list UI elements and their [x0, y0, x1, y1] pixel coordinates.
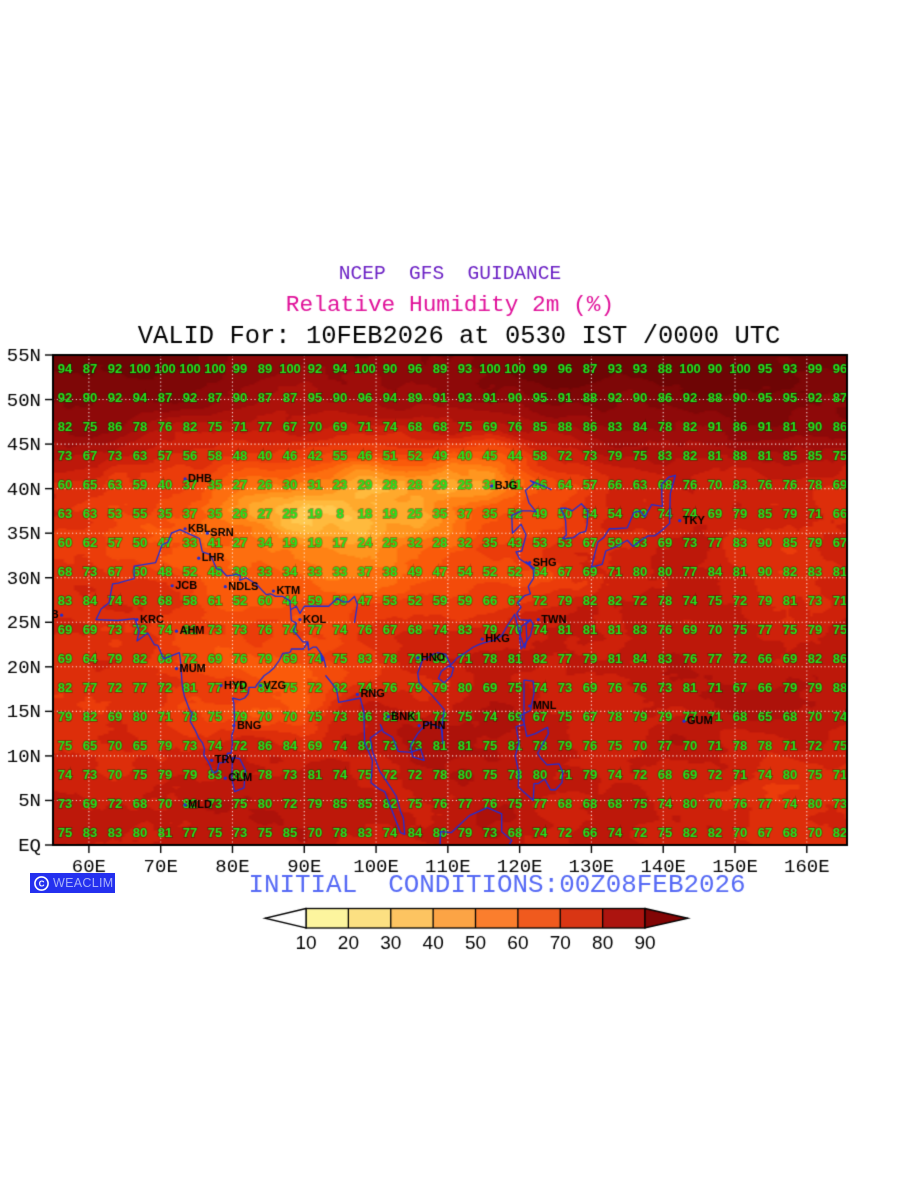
- svg-text:C: C: [39, 879, 45, 888]
